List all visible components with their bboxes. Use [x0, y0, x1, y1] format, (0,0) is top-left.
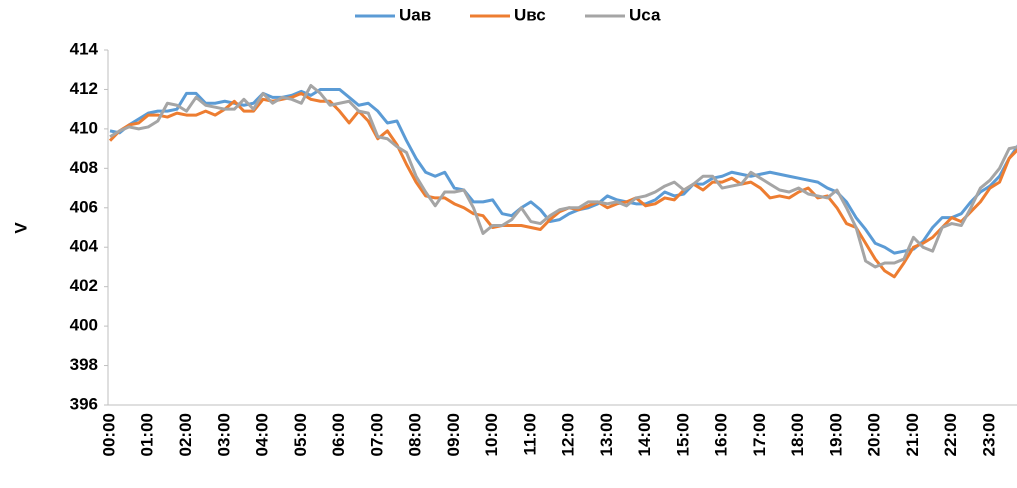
- x-tick-label: 08:00: [406, 413, 425, 456]
- y-tick-label: 412: [70, 79, 98, 98]
- x-tick-label: 04:00: [253, 413, 272, 456]
- series-line: [109, 84, 1017, 269]
- x-tick-label: 00:00: [99, 413, 118, 456]
- x-tick-label: 14:00: [635, 413, 654, 456]
- x-tick-label: 02:00: [176, 413, 195, 456]
- x-tick-label: 22:00: [941, 413, 960, 456]
- y-tick-label: 400: [70, 316, 98, 335]
- x-tick-label: 13:00: [597, 413, 616, 456]
- x-tick-label: 10:00: [482, 413, 501, 456]
- y-tick-label: 408: [70, 158, 98, 177]
- x-tick-label: 16:00: [712, 413, 731, 456]
- x-tick-label: 19:00: [826, 413, 845, 456]
- x-tick-label: 18:00: [788, 413, 807, 456]
- x-tick-label: 20:00: [865, 413, 884, 456]
- x-tick-label: 23:00: [979, 413, 998, 456]
- x-tick-label: 12:00: [559, 413, 578, 456]
- x-tick-label: 07:00: [367, 413, 386, 456]
- series-line: [109, 87, 1017, 255]
- x-tick-label: 03:00: [214, 413, 233, 456]
- legend-label: Uвс: [514, 5, 546, 24]
- x-tick-label: 11:00: [520, 413, 539, 456]
- x-tick-label: 09:00: [444, 413, 463, 456]
- y-tick-label: 402: [70, 276, 98, 295]
- x-tick-label: 15:00: [673, 413, 692, 456]
- x-tick-label: 21:00: [903, 413, 922, 456]
- y-tick-label: 410: [70, 118, 98, 137]
- y-axis-label: V: [11, 222, 30, 234]
- legend: Uав Uвс Uса: [355, 5, 661, 24]
- y-tick-label: 404: [70, 237, 99, 256]
- y-tick-label: 406: [70, 197, 98, 216]
- legend-label: Uса: [629, 5, 661, 24]
- y-tick-label: 396: [70, 394, 98, 413]
- y-tick-label: 398: [70, 355, 98, 374]
- series-line: [108, 91, 1017, 279]
- x-tick-label: 05:00: [291, 413, 310, 456]
- y-tick-label: 414: [70, 39, 99, 58]
- x-tick-label: 06:00: [329, 413, 348, 456]
- x-tick-label: 01:00: [138, 413, 157, 456]
- x-tick-label: 17:00: [750, 413, 769, 456]
- legend-label: Uав: [399, 5, 431, 24]
